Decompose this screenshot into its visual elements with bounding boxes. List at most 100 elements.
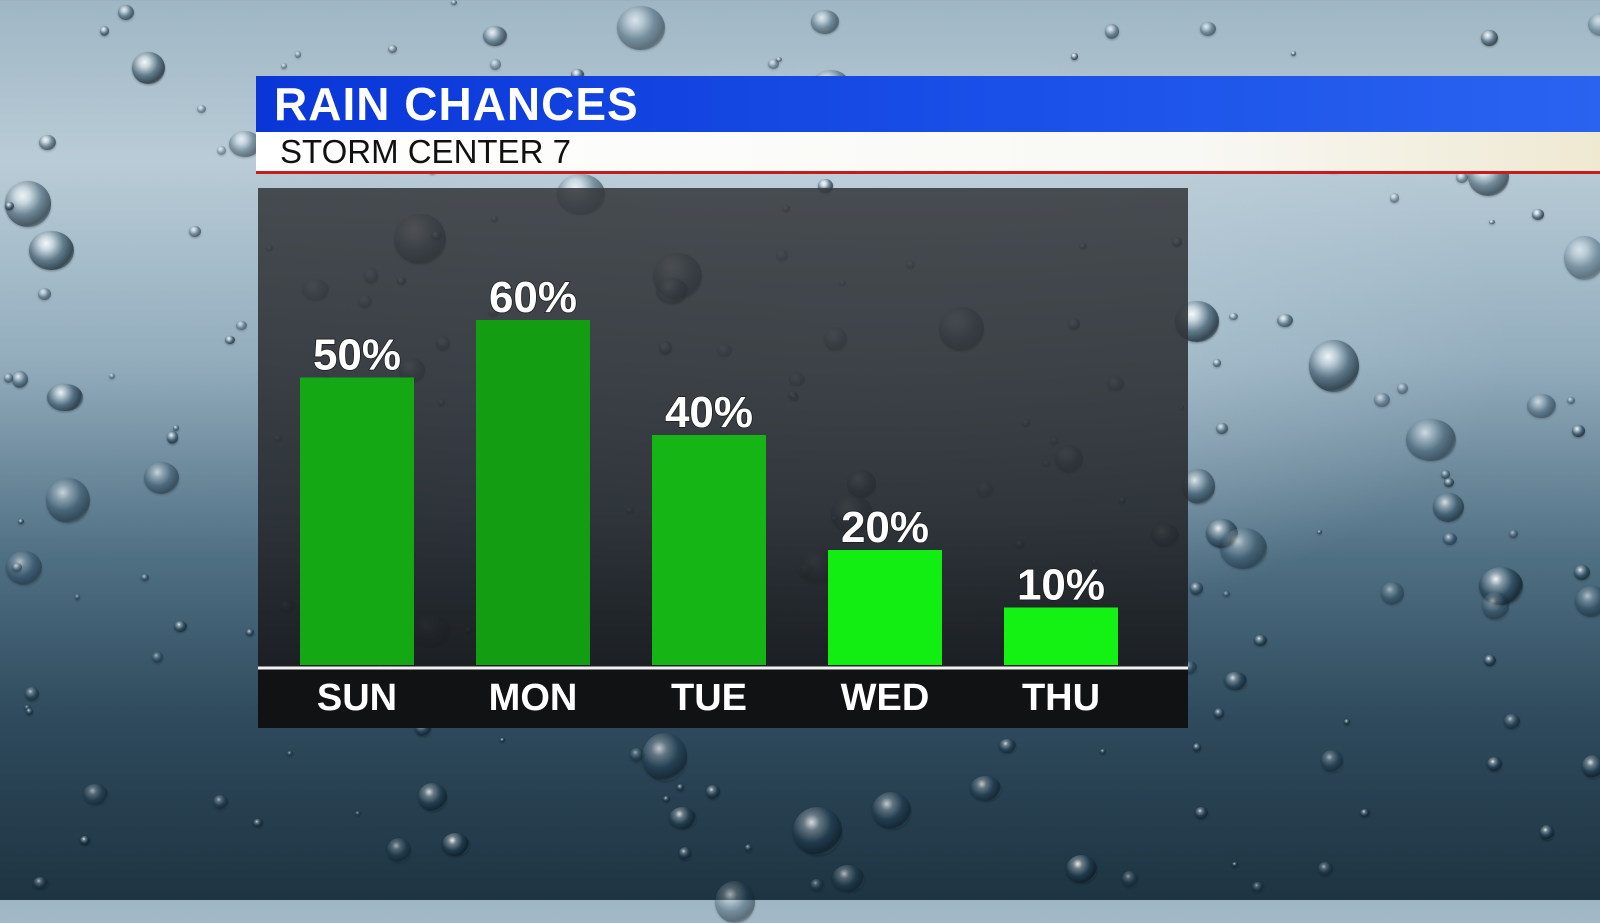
raindrop — [715, 881, 755, 923]
raindrop — [1527, 393, 1556, 418]
raindrop — [354, 811, 361, 816]
raindrop — [386, 837, 411, 863]
bar-sun — [300, 377, 414, 665]
raindrop — [1232, 861, 1239, 868]
raindrop — [100, 25, 110, 36]
raindrop — [74, 594, 81, 600]
raindrop — [417, 783, 447, 811]
x-tick-label-thu: THU — [1022, 677, 1100, 719]
raindrop — [1224, 671, 1247, 691]
raindrop — [196, 104, 206, 113]
raindrop — [82, 783, 108, 806]
raindrop — [1567, 396, 1576, 404]
raindrop — [1581, 755, 1600, 778]
raindrop — [24, 704, 32, 711]
raindrop — [1539, 824, 1554, 840]
raindrop — [25, 687, 39, 702]
raindrop — [217, 146, 226, 156]
station-name: STORM CENTER 7 — [280, 133, 571, 170]
raindrop — [1253, 634, 1267, 646]
x-tick-label-wed: WED — [841, 677, 930, 719]
raindrop — [1099, 748, 1107, 755]
raindrop — [32, 876, 48, 889]
raindrop — [132, 52, 165, 85]
raindrop — [483, 26, 508, 47]
raindrop — [663, 795, 671, 803]
raindrop — [143, 462, 180, 495]
raindrop — [810, 10, 840, 34]
raindrop — [294, 51, 302, 58]
raindrop — [793, 806, 843, 855]
raindrop — [1320, 750, 1344, 772]
raindrop — [1220, 528, 1268, 569]
raindrop — [871, 791, 912, 829]
raindrop — [1199, 22, 1216, 36]
raindrop — [118, 4, 135, 21]
raindrop — [29, 230, 74, 271]
raindrop — [999, 739, 1016, 753]
title-banner: RAIN CHANCES — [256, 76, 1600, 132]
raindrop — [1189, 582, 1203, 595]
raindrop — [46, 477, 90, 524]
raindrop — [1587, 12, 1600, 37]
raindrop — [5, 202, 14, 211]
raindrop — [767, 59, 780, 69]
raindrop — [189, 225, 202, 237]
raindrop — [1504, 714, 1521, 729]
raindrop — [1104, 23, 1119, 39]
raindrop — [281, 62, 288, 69]
raindrop — [1228, 313, 1238, 321]
raindrop — [1486, 756, 1502, 771]
raindrop — [668, 807, 696, 830]
raindrop — [809, 879, 825, 892]
raindrop — [18, 518, 25, 525]
raindrop — [141, 573, 149, 581]
raindrop — [212, 794, 228, 809]
raindrop — [1564, 235, 1600, 280]
raindrop — [1405, 418, 1456, 462]
raindrop — [166, 431, 179, 444]
raindrop — [1397, 382, 1409, 395]
raindrop — [38, 288, 51, 301]
raindrop — [1574, 565, 1590, 581]
x-tick-label-tue: TUE — [671, 677, 747, 719]
x-axis-band — [258, 668, 1188, 728]
raindrop — [641, 732, 688, 781]
bar-tue — [652, 435, 766, 665]
raindrop — [1489, 219, 1495, 224]
raindrop — [387, 45, 397, 54]
raindrop — [442, 832, 470, 856]
raindrop — [1213, 359, 1221, 368]
raindrop — [831, 865, 864, 892]
raindrop — [173, 425, 180, 431]
raindrop — [47, 383, 83, 412]
data-label-sun: 50% — [313, 331, 401, 380]
raindrop — [1213, 708, 1224, 719]
raindrop — [1251, 882, 1265, 892]
data-label-thu: 10% — [1017, 561, 1105, 610]
raindrop — [38, 134, 56, 151]
raindrop — [705, 785, 721, 799]
raindrop — [1440, 470, 1451, 479]
data-label-wed: 20% — [841, 503, 929, 552]
bar-chart: 50% SUN 60% MON 40% TUE 20% WED 10% THU — [258, 272, 1188, 728]
raindrop — [1359, 809, 1371, 818]
raindrop — [245, 629, 254, 636]
raindrop — [1216, 422, 1228, 435]
raindrop — [3, 373, 14, 384]
raindrop — [228, 130, 262, 158]
raindrop — [236, 320, 247, 330]
raindrop — [969, 776, 1001, 802]
raindrop — [776, 57, 783, 62]
bar-wed — [828, 550, 942, 665]
raindrop — [286, 751, 293, 757]
raindrop — [630, 748, 644, 762]
data-label-mon: 60% — [489, 273, 577, 322]
bar-thu — [1004, 607, 1118, 665]
raindrop — [451, 0, 458, 6]
raindrop — [26, 708, 34, 716]
raindrop — [1318, 861, 1333, 876]
raindrop — [1456, 172, 1469, 183]
raindrop — [79, 835, 91, 845]
raindrop — [1508, 530, 1519, 539]
